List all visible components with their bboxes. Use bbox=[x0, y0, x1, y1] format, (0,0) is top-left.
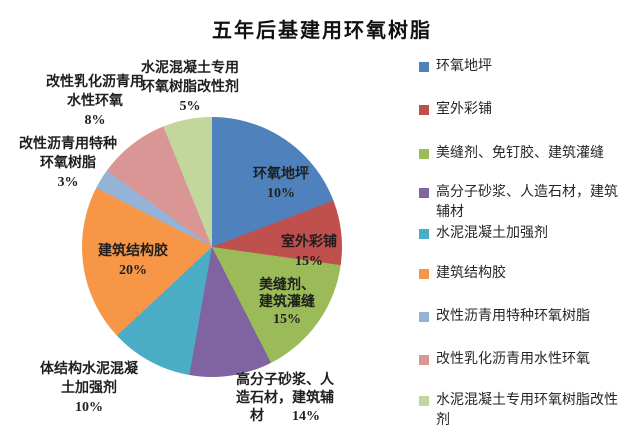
pie-label-polymer-mortar-artificial-stone: 高分子砂浆、人 造石材，建筑辅 材 14% bbox=[228, 372, 342, 426]
pie-label-line: 高分子砂浆、人 bbox=[236, 373, 334, 388]
pie-label-value: 15% bbox=[295, 254, 323, 269]
legend-label: 室外彩铺 bbox=[436, 102, 492, 117]
pie-label-line: 改性乳化沥青用 bbox=[46, 75, 144, 90]
legend-swatch-icon bbox=[419, 62, 429, 72]
pie-label-value: 10% bbox=[75, 400, 103, 415]
pie-label-epoxy-flooring: 环氧地坪 10% bbox=[233, 165, 329, 203]
pie-label-structural-adhesive: 建筑结构胶 20% bbox=[85, 242, 181, 280]
legend-swatch-icon bbox=[419, 312, 429, 322]
pie-label-joint-sealant-grouting: 美缝剂、 建筑灌缝 15% bbox=[239, 277, 335, 328]
legend-item-concrete-epoxy-modifier: 水泥混凝土专用环氧树脂改性剂 bbox=[419, 391, 634, 431]
pie-label-line: 美缝剂、 bbox=[259, 278, 315, 293]
pie-label-line: 环氧树脂改性剂 bbox=[141, 80, 239, 95]
pie-label-line: 改性沥青用特种 bbox=[19, 137, 117, 152]
pie-label-line: 土加强剂 bbox=[61, 381, 117, 396]
legend-label: 改性乳化沥青用水性环氧 bbox=[436, 352, 590, 367]
legend-item-joint-sealant-grouting: 美缝剂、免钉胶、建筑灌缝 bbox=[419, 144, 634, 164]
pie-label-value: 15% bbox=[273, 312, 301, 327]
legend-item-polymer-mortar-artificial-stone: 高分子砂浆、人造石材，建筑辅材 bbox=[419, 183, 634, 223]
legend-item-emulsified-asphalt-waterborne-epoxy: 改性乳化沥青用水性环氧 bbox=[419, 350, 634, 370]
pie-label-line: 水性环氧 bbox=[67, 94, 123, 109]
pie-label-line: 水泥混凝土专用 bbox=[141, 61, 239, 76]
legend-label: 水泥混凝土专用环氧树脂改性剂 bbox=[436, 393, 618, 428]
legend-swatch-icon bbox=[419, 355, 429, 365]
pie-label-line: 室外彩铺 bbox=[281, 235, 337, 250]
legend-label: 美缝剂、免钉胶、建筑灌缝 bbox=[436, 146, 604, 161]
legend-swatch-icon bbox=[419, 396, 429, 406]
legend-label: 建筑结构胶 bbox=[436, 266, 506, 281]
legend-label: 高分子砂浆、人造石材，建筑辅材 bbox=[436, 185, 618, 220]
legend-item-concrete-strengthener: 水泥混凝土加强剂 bbox=[419, 224, 634, 244]
legend-item-epoxy-flooring: 环氧地坪 bbox=[419, 57, 634, 77]
pie-label-value: 8% bbox=[84, 113, 106, 128]
legend-item-modified-asphalt-special-epoxy: 改性沥青用特种环氧树脂 bbox=[419, 307, 634, 327]
legend-label: 环氧地坪 bbox=[436, 59, 492, 74]
pie-label-value: 5% bbox=[179, 99, 201, 114]
legend-swatch-icon bbox=[419, 229, 429, 239]
pie-label-line: 建筑结构胶 bbox=[98, 244, 168, 259]
pie-label-value: 材 14% bbox=[250, 409, 320, 424]
chart-title: 五年后基建用环氧树脂 bbox=[212, 20, 432, 42]
pie-label-line: 环氧地坪 bbox=[253, 167, 309, 182]
legend-swatch-icon bbox=[419, 188, 429, 198]
pie-label-concrete-strengthener: 体结构水泥混凝 土加强剂 10% bbox=[32, 360, 146, 417]
pie-label-line: 建筑灌缝 bbox=[259, 295, 315, 310]
pie-label-modified-asphalt-special-epoxy: 改性沥青用特种 环氧树脂 3% bbox=[11, 135, 125, 192]
pie-label-line: 体结构水泥混凝 bbox=[40, 362, 138, 377]
pie-chart bbox=[82, 117, 342, 377]
legend-swatch-icon bbox=[419, 149, 429, 159]
legend-label: 改性沥青用特种环氧树脂 bbox=[436, 309, 590, 324]
legend-item-structural-adhesive: 建筑结构胶 bbox=[419, 264, 634, 284]
pie-label-value: 20% bbox=[119, 263, 147, 278]
pie-label-concrete-epoxy-modifier: 水泥混凝土专用 环氧树脂改性剂 5% bbox=[133, 59, 247, 116]
pie-label-value: 10% bbox=[267, 186, 295, 201]
pie-label-emulsified-asphalt-waterborne-epoxy: 改性乳化沥青用 水性环氧 8% bbox=[38, 73, 152, 130]
legend-label: 水泥混凝土加强剂 bbox=[436, 226, 548, 241]
pie-label-line: 环氧树脂 bbox=[40, 156, 96, 171]
legend-item-outdoor-color-paving: 室外彩铺 bbox=[419, 100, 634, 120]
pie-label-value: 3% bbox=[57, 175, 79, 190]
pie-label-line: 造石材，建筑辅 bbox=[236, 391, 334, 406]
legend-swatch-icon bbox=[419, 105, 429, 115]
pie-label-outdoor-color-paving: 室外彩铺 15% bbox=[261, 233, 357, 271]
legend-swatch-icon bbox=[419, 269, 429, 279]
